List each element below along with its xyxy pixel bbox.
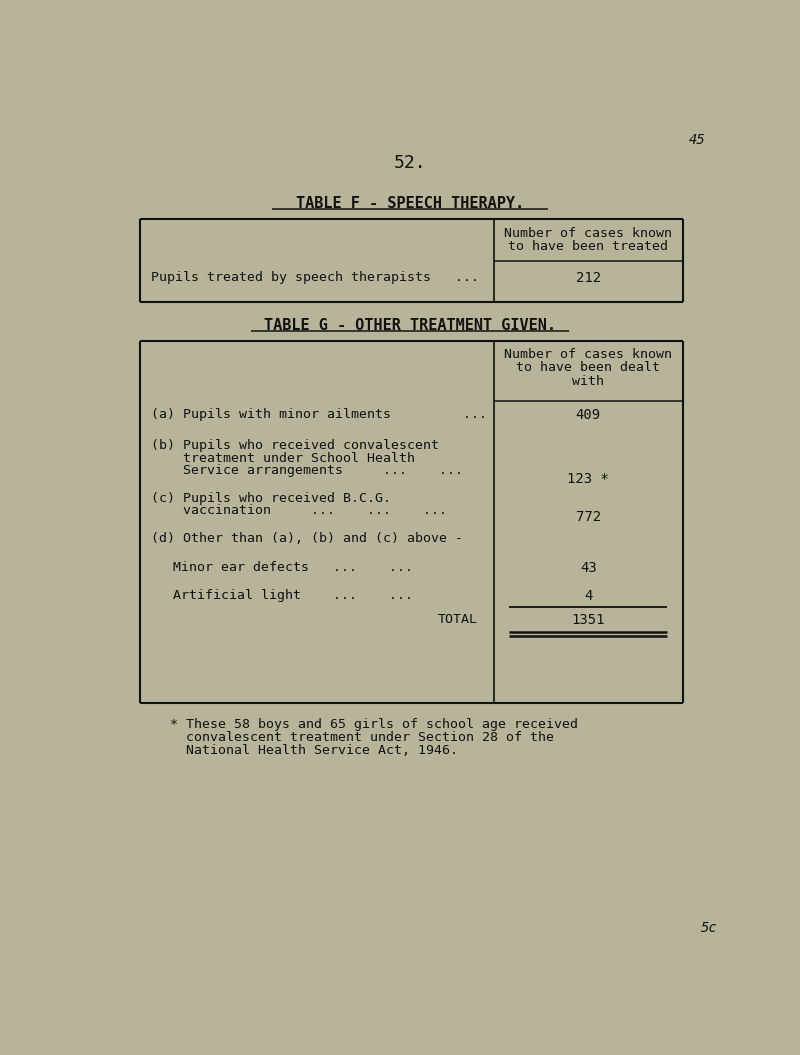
- Text: Service arrangements     ...    ...: Service arrangements ... ...: [151, 464, 463, 477]
- Text: (c) Pupils who received B.C.G.: (c) Pupils who received B.C.G.: [151, 492, 391, 504]
- Text: treatment under School Health: treatment under School Health: [151, 452, 415, 464]
- Text: 45: 45: [689, 133, 706, 147]
- Text: 123 *: 123 *: [567, 472, 609, 485]
- Text: National Health Service Act, 1946.: National Health Service Act, 1946.: [170, 744, 458, 757]
- Text: 212: 212: [576, 271, 601, 285]
- Text: to have been treated: to have been treated: [508, 239, 668, 253]
- Text: (a) Pupils with minor ailments         ...: (a) Pupils with minor ailments ...: [151, 408, 487, 421]
- Text: vaccination     ...    ...    ...: vaccination ... ... ...: [151, 504, 447, 517]
- Text: TABLE F - SPEECH THERAPY.: TABLE F - SPEECH THERAPY.: [296, 196, 524, 211]
- Text: 43: 43: [580, 561, 597, 575]
- Text: (b) Pupils who received convalescent: (b) Pupils who received convalescent: [151, 439, 439, 453]
- Text: to have been dealt: to have been dealt: [516, 362, 660, 375]
- Text: Pupils treated by speech therapists   ...: Pupils treated by speech therapists ...: [151, 271, 479, 285]
- Text: TABLE G - OTHER TREATMENT GIVEN.: TABLE G - OTHER TREATMENT GIVEN.: [264, 318, 556, 332]
- Text: TOTAL: TOTAL: [438, 613, 478, 627]
- Text: 1351: 1351: [571, 613, 605, 628]
- Text: Minor ear defects   ...    ...: Minor ear defects ... ...: [173, 561, 413, 574]
- Text: Number of cases known: Number of cases known: [504, 348, 672, 362]
- Text: Number of cases known: Number of cases known: [504, 227, 672, 239]
- Text: with: with: [572, 375, 604, 387]
- Text: (d) Other than (a), (b) and (c) above -: (d) Other than (a), (b) and (c) above -: [151, 532, 463, 544]
- Text: 772: 772: [576, 510, 601, 524]
- Text: * These 58 boys and 65 girls of school age received: * These 58 boys and 65 girls of school a…: [170, 718, 578, 731]
- Text: 409: 409: [576, 408, 601, 422]
- Text: convalescent treatment under Section 28 of the: convalescent treatment under Section 28 …: [170, 731, 554, 744]
- Text: 52.: 52.: [394, 154, 426, 172]
- Text: Artificial light    ...    ...: Artificial light ... ...: [173, 589, 413, 601]
- Text: 4: 4: [584, 589, 593, 602]
- Text: 5c: 5c: [701, 921, 718, 935]
